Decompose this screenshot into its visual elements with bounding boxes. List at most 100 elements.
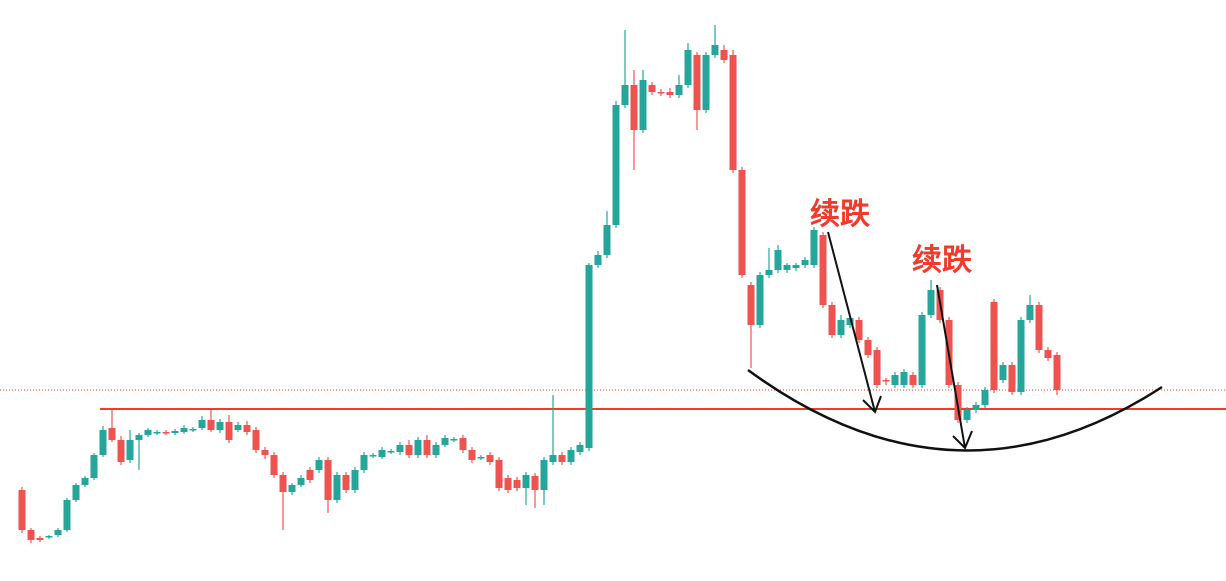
candle-body bbox=[873, 350, 881, 385]
candle-body bbox=[441, 438, 449, 445]
candle-body bbox=[846, 318, 854, 325]
candle-body bbox=[783, 265, 791, 270]
candle-body bbox=[828, 305, 836, 335]
candle-body bbox=[990, 302, 998, 390]
candle-body bbox=[297, 478, 305, 485]
candle-body bbox=[801, 260, 809, 265]
arrow bbox=[827, 231, 882, 414]
candle-body bbox=[198, 420, 206, 428]
candle-body bbox=[153, 432, 161, 434]
candle-body bbox=[549, 455, 557, 462]
candle-body bbox=[162, 432, 170, 434]
candle-body bbox=[279, 475, 287, 492]
candle-body bbox=[792, 265, 800, 268]
candle-body bbox=[387, 451, 395, 453]
candle-body bbox=[72, 485, 80, 500]
annotation: 续跌 bbox=[810, 197, 870, 232]
candle-body bbox=[261, 450, 269, 455]
candle-body bbox=[324, 460, 332, 500]
candle-body bbox=[144, 430, 152, 435]
candle-body bbox=[981, 390, 989, 405]
candle-body bbox=[999, 365, 1007, 380]
candle-body bbox=[891, 375, 899, 385]
arrow bbox=[936, 284, 973, 450]
candle-body bbox=[918, 315, 926, 385]
candle-body bbox=[927, 290, 935, 315]
candle-body bbox=[369, 455, 377, 457]
candle-body bbox=[558, 455, 566, 462]
candle-body bbox=[378, 450, 386, 457]
candle-body bbox=[639, 80, 647, 130]
candle-body bbox=[855, 320, 863, 340]
candle-body bbox=[54, 530, 62, 535]
candle-body bbox=[36, 538, 44, 540]
candle-body bbox=[81, 478, 89, 485]
candle-body bbox=[585, 265, 593, 448]
candle-body bbox=[720, 50, 728, 60]
candle-body bbox=[450, 439, 458, 441]
candle-body bbox=[567, 450, 575, 462]
candle-body bbox=[882, 380, 890, 382]
candle-body bbox=[747, 285, 755, 325]
candle-body bbox=[45, 536, 53, 538]
candle-body bbox=[909, 375, 917, 385]
candle-body bbox=[630, 85, 638, 130]
candle-body bbox=[864, 340, 872, 355]
candle-body bbox=[459, 438, 467, 450]
candle-body bbox=[1053, 355, 1061, 390]
candle-body bbox=[765, 270, 773, 275]
candle-body bbox=[1008, 365, 1016, 392]
candle-body bbox=[351, 470, 359, 490]
candle-body bbox=[189, 429, 197, 431]
candle-body bbox=[180, 428, 188, 432]
annotation: 续跌 bbox=[912, 243, 972, 278]
candle-body bbox=[477, 457, 485, 459]
candle-body bbox=[468, 450, 476, 460]
candle-body bbox=[603, 225, 611, 255]
candle-body bbox=[63, 500, 71, 530]
candle-body bbox=[1035, 305, 1043, 350]
candle-body bbox=[486, 455, 494, 462]
candle-body bbox=[900, 372, 908, 385]
candle-body bbox=[657, 92, 665, 94]
hand-drawing bbox=[747, 231, 1163, 452]
candle-body bbox=[234, 425, 242, 430]
candle-body bbox=[810, 230, 818, 265]
candle-body bbox=[306, 470, 314, 480]
candle-body bbox=[342, 475, 350, 490]
candle-body bbox=[423, 440, 431, 455]
candle-body bbox=[27, 530, 35, 540]
candle-body bbox=[99, 430, 107, 455]
candle-body bbox=[288, 485, 296, 492]
candle-body bbox=[675, 85, 683, 95]
candle-body bbox=[621, 85, 629, 105]
candle-body bbox=[405, 445, 413, 455]
candle-body bbox=[432, 445, 440, 455]
candle-body bbox=[612, 105, 620, 225]
candle-body bbox=[738, 170, 746, 275]
bowl-arc bbox=[747, 368, 1163, 452]
candle-body bbox=[414, 440, 422, 455]
candle-body bbox=[333, 475, 341, 500]
candle-body bbox=[315, 460, 323, 470]
candle-body bbox=[774, 250, 782, 270]
candle-body bbox=[531, 476, 539, 490]
candle-body bbox=[252, 430, 260, 450]
candle-body bbox=[1026, 305, 1034, 320]
candle-body bbox=[495, 460, 503, 488]
candle-body bbox=[270, 455, 278, 475]
candle-body bbox=[540, 460, 548, 490]
candle-body bbox=[216, 422, 224, 430]
candle-body bbox=[504, 478, 512, 490]
candle-body bbox=[729, 55, 737, 170]
candle-body bbox=[108, 428, 116, 440]
candle-body bbox=[117, 440, 125, 462]
candle-body bbox=[18, 490, 26, 530]
candle-body bbox=[711, 45, 719, 55]
candle-body bbox=[1044, 350, 1052, 358]
candle-body bbox=[360, 455, 368, 470]
candle-body bbox=[684, 50, 692, 85]
candle-body bbox=[171, 431, 179, 433]
candle-body bbox=[666, 92, 674, 95]
